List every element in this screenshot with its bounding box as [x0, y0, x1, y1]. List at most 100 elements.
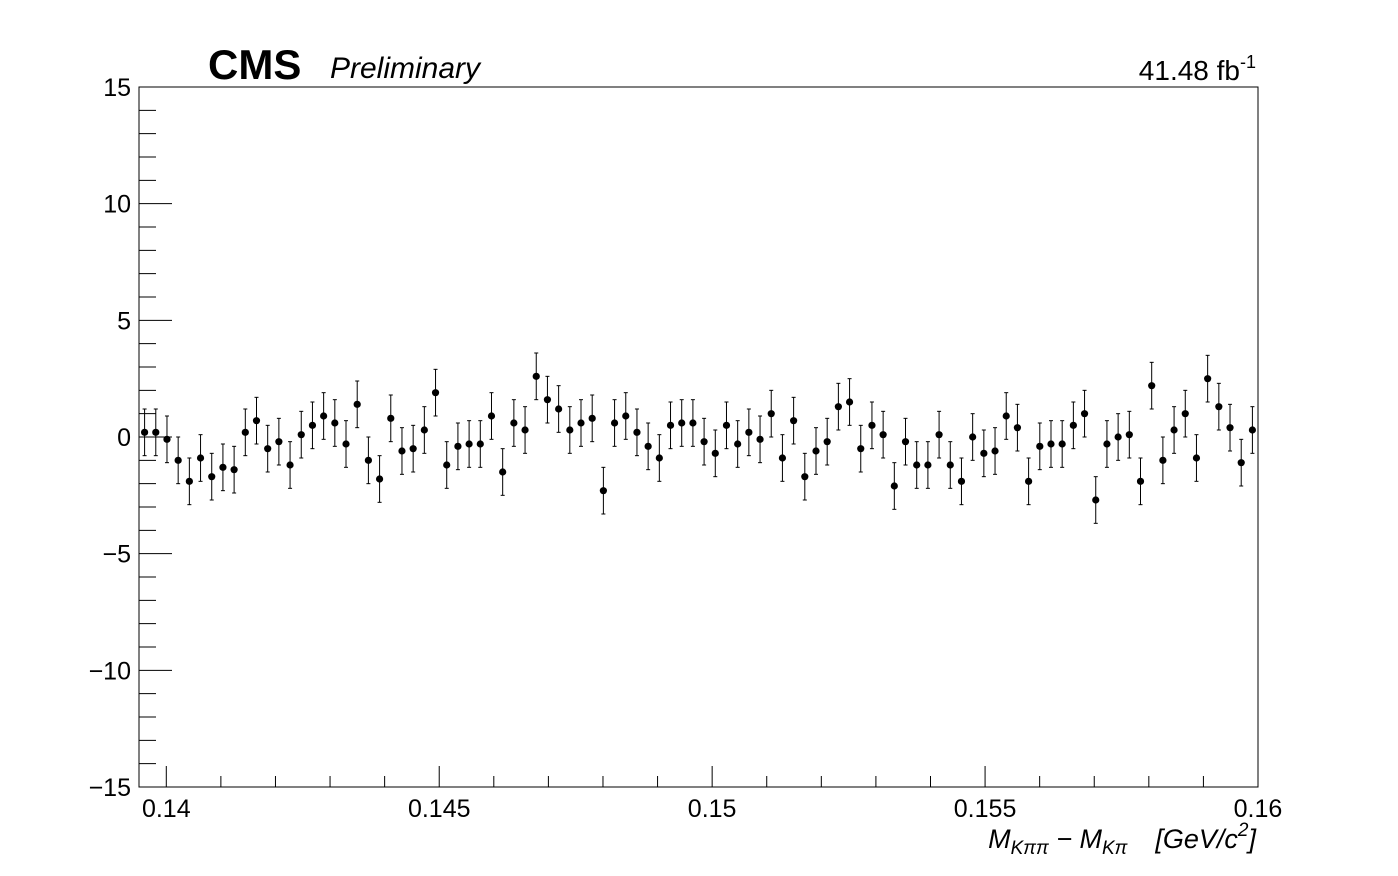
data-point: [1237, 459, 1245, 467]
y-tick-label: 0: [117, 424, 131, 452]
data-point: [722, 421, 731, 429]
data-point: [1192, 454, 1201, 462]
luminosity-exponent: -1: [1240, 52, 1256, 72]
data-point: [510, 419, 518, 427]
data-point: [845, 398, 854, 406]
data-point: [778, 454, 787, 462]
data-point: [476, 440, 484, 448]
data-point: [969, 433, 977, 441]
x-tick-label: 0.155: [954, 795, 1017, 823]
y-tick-label: −10: [89, 657, 131, 685]
data-point: [1047, 440, 1055, 448]
data-point: [342, 440, 350, 448]
chart-subtitle: Preliminary: [330, 52, 482, 85]
data-point: [655, 454, 663, 462]
data-point: [588, 414, 596, 422]
x-label-part: ]: [1245, 824, 1257, 854]
data-point: [599, 487, 607, 495]
data-point: [734, 440, 742, 448]
data-point: [1013, 424, 1022, 432]
data-point: [801, 473, 809, 481]
data-point: [689, 419, 697, 427]
data-point: [320, 412, 328, 420]
data-point: [275, 438, 283, 446]
data-point: [555, 405, 563, 413]
data-point: [443, 461, 451, 469]
data-point: [756, 435, 764, 443]
data-point: [1092, 496, 1100, 504]
data-point: [465, 440, 473, 448]
data-point: [924, 461, 932, 469]
data-point: [499, 468, 507, 476]
data-point: [286, 461, 294, 469]
data-point: [678, 419, 686, 427]
data-point: [823, 438, 831, 446]
data-point: [767, 410, 775, 418]
data-point: [1125, 431, 1133, 439]
data-point: [487, 412, 496, 420]
data-point: [353, 400, 361, 408]
data-point: [1181, 410, 1189, 418]
data-point: [711, 449, 719, 457]
chart-title: CMS: [208, 41, 301, 88]
data-point: [163, 435, 171, 443]
data-point: [644, 442, 652, 450]
data-point: [1204, 375, 1212, 383]
data-point: [1136, 477, 1145, 485]
data-point: [454, 442, 462, 450]
data-point: [913, 461, 921, 469]
data-point: [633, 428, 641, 436]
data-point: [577, 419, 585, 427]
y-tick-label: −15: [89, 774, 131, 802]
data-point: [890, 482, 898, 490]
data-point: [991, 447, 999, 455]
data-point: [1103, 440, 1111, 448]
data-point: [812, 447, 820, 455]
data-point: [375, 475, 384, 483]
x-tick-label: 0.16: [1234, 795, 1283, 823]
data-point: [208, 473, 216, 481]
data-point: [1036, 442, 1044, 450]
x-tick-label: 0.145: [408, 795, 471, 823]
data-point: [1058, 440, 1066, 448]
luminosity: 41.48 fb: [1139, 55, 1240, 86]
data-point: [1226, 424, 1234, 432]
data-point: [1114, 433, 1122, 441]
data-point: [1248, 426, 1257, 434]
data-point: [241, 428, 249, 436]
data-point: [790, 417, 798, 425]
data-point: [745, 428, 753, 436]
x-label-part: 2: [1237, 820, 1249, 841]
x-label-part: [GeV/c: [1154, 824, 1238, 854]
data-point: [532, 372, 540, 380]
data-point: [308, 421, 317, 429]
data-point: [152, 428, 160, 436]
x-axis-title: MKππ − MKπ [GeV/c2]: [988, 820, 1257, 859]
data-point: [1025, 477, 1033, 485]
data-point: [521, 426, 529, 434]
data-point: [252, 417, 261, 425]
data-point: [1002, 412, 1010, 420]
data-point: [610, 419, 619, 427]
data-point: [264, 445, 272, 453]
data-point: [857, 445, 865, 453]
data-point: [1069, 421, 1077, 429]
data-point: [409, 445, 417, 453]
data-point: [230, 466, 238, 474]
y-tick-label: 10: [103, 191, 131, 219]
x-tick-label: 0.15: [688, 795, 737, 823]
data-point: [398, 447, 406, 455]
data-point: [1148, 382, 1156, 390]
y-tick-label: 15: [103, 74, 131, 102]
data-point: [331, 419, 339, 427]
data-point: [566, 426, 574, 434]
data-point: [1170, 426, 1178, 434]
data-point: [185, 477, 193, 485]
data-point: [140, 428, 149, 436]
data-point: [980, 449, 988, 457]
x-label-part: M: [988, 824, 1011, 854]
data-point: [1159, 456, 1167, 464]
data-point: [174, 456, 182, 464]
